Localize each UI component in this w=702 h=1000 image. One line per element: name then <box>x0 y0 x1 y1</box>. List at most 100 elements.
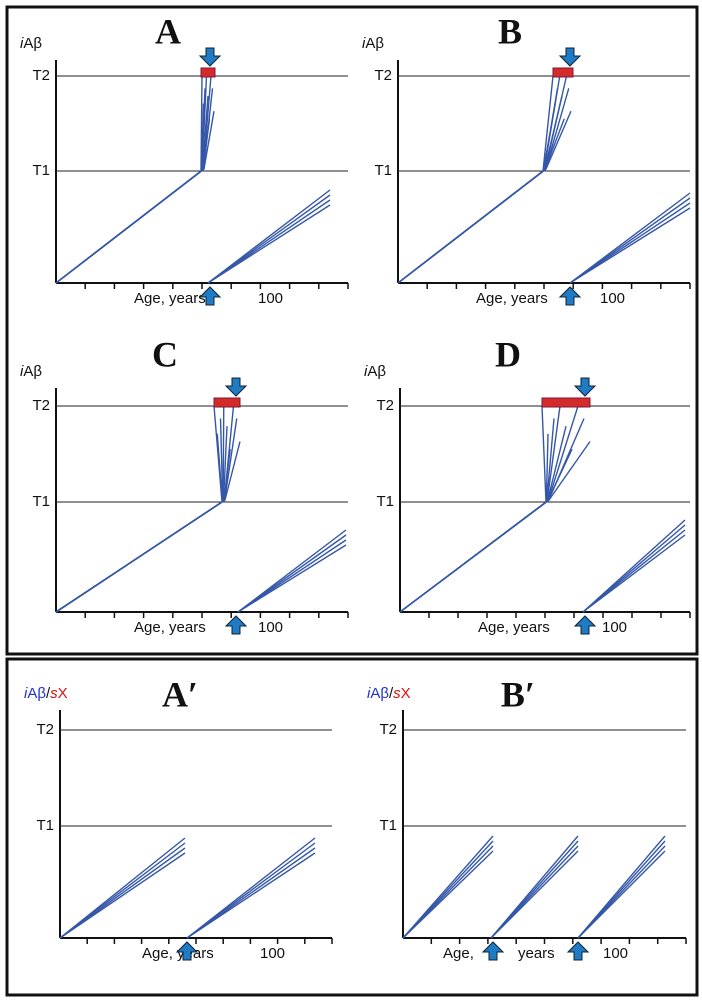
y-label: iAβ <box>362 35 384 52</box>
x-label: Age, years <box>134 619 206 636</box>
y-label-part: i <box>20 363 24 380</box>
curve <box>55 433 224 613</box>
curve <box>490 850 579 939</box>
curve <box>55 95 209 284</box>
curve <box>55 405 225 613</box>
curve <box>55 118 211 284</box>
threshold-label: T2 <box>36 721 54 738</box>
y-label-part: Aβ <box>23 363 42 380</box>
curve <box>55 103 205 284</box>
curve <box>397 88 559 284</box>
panel-label: C <box>152 334 178 374</box>
y-label: iAβ <box>20 363 42 380</box>
threshold-label: T2 <box>376 397 394 414</box>
y-label: iAβ <box>20 35 42 52</box>
curve <box>55 75 208 284</box>
x-label: Age, years <box>134 290 206 307</box>
curve <box>207 199 331 284</box>
x-mark-label: 100 <box>602 619 627 636</box>
curve <box>397 75 554 284</box>
y-label-part: / <box>46 685 51 702</box>
curve <box>55 111 215 284</box>
threshold-label: T2 <box>32 67 50 84</box>
curve <box>397 110 572 284</box>
y-label-part: i <box>364 363 368 380</box>
panel-label: D <box>495 334 521 374</box>
y-label-part: Aβ <box>367 363 386 380</box>
x-mark-label: 100 <box>258 290 283 307</box>
y-label-part: s <box>50 685 58 702</box>
curve <box>55 88 214 284</box>
curve <box>399 405 547 613</box>
threshold-label: T2 <box>32 397 50 414</box>
curve <box>569 202 691 284</box>
curve <box>399 418 555 613</box>
curve <box>186 852 316 939</box>
saturation-cap <box>213 397 241 408</box>
y-label-part: Aβ <box>365 35 384 52</box>
panel-label: A <box>155 11 181 51</box>
threshold-label: T1 <box>36 817 54 834</box>
curve <box>569 207 691 284</box>
y-label-part: s <box>393 685 401 702</box>
arrow-up <box>481 941 505 961</box>
threshold-label: T1 <box>376 493 394 510</box>
y-label-part: Aβ <box>27 685 46 702</box>
y-label-part: / <box>389 685 394 702</box>
curve <box>399 425 567 613</box>
y-label-part: Aβ <box>370 685 389 702</box>
arrow-down <box>573 377 597 397</box>
saturation-cap <box>552 67 574 78</box>
x-label: Age, years <box>478 619 550 636</box>
arrow-down <box>558 47 582 67</box>
curve <box>55 75 203 284</box>
arrow-up <box>175 941 199 961</box>
panel: T2 T1 A′ iAβ/sX Age, years 100 <box>24 674 333 962</box>
curve <box>55 75 212 284</box>
curve <box>577 850 666 939</box>
panel-label: A′ <box>162 674 198 714</box>
threshold-label: T2 <box>374 67 392 84</box>
curve <box>397 88 570 284</box>
curve <box>399 448 573 613</box>
y-label-part: X <box>58 685 68 702</box>
x-mark-label: 100 <box>260 945 285 962</box>
curve <box>397 95 563 284</box>
curve <box>399 441 591 613</box>
y-label-part: i <box>367 685 371 702</box>
curve <box>399 418 585 613</box>
saturation-cap <box>200 67 216 78</box>
x-mark-label: 100 <box>600 290 625 307</box>
arrow-down <box>224 377 248 397</box>
curve <box>399 433 549 613</box>
threshold-label: T2 <box>379 721 397 738</box>
curve <box>55 441 241 613</box>
x-label: Age, <box>443 945 474 962</box>
saturation-cap <box>541 397 591 408</box>
x-mark-label: 100 <box>258 619 283 636</box>
x-mark-label: 100 <box>603 945 628 962</box>
y-label-part: X <box>401 685 411 702</box>
y-label-part: i <box>20 35 24 52</box>
curve <box>55 418 224 613</box>
y-label: iAβ <box>364 363 386 380</box>
curve <box>399 405 579 613</box>
threshold-label: T1 <box>374 162 392 179</box>
curve <box>55 405 223 613</box>
threshold-label: T1 <box>32 162 50 179</box>
y-label-part: i <box>362 35 366 52</box>
frame-top <box>5 5 699 656</box>
arrow-up <box>224 615 248 635</box>
y-label-part: i <box>24 685 28 702</box>
curve <box>397 75 568 284</box>
curve <box>397 75 561 284</box>
arrow-down <box>198 47 222 67</box>
curve <box>55 449 231 613</box>
curve <box>55 405 235 613</box>
panel-label: B′ <box>501 674 535 714</box>
